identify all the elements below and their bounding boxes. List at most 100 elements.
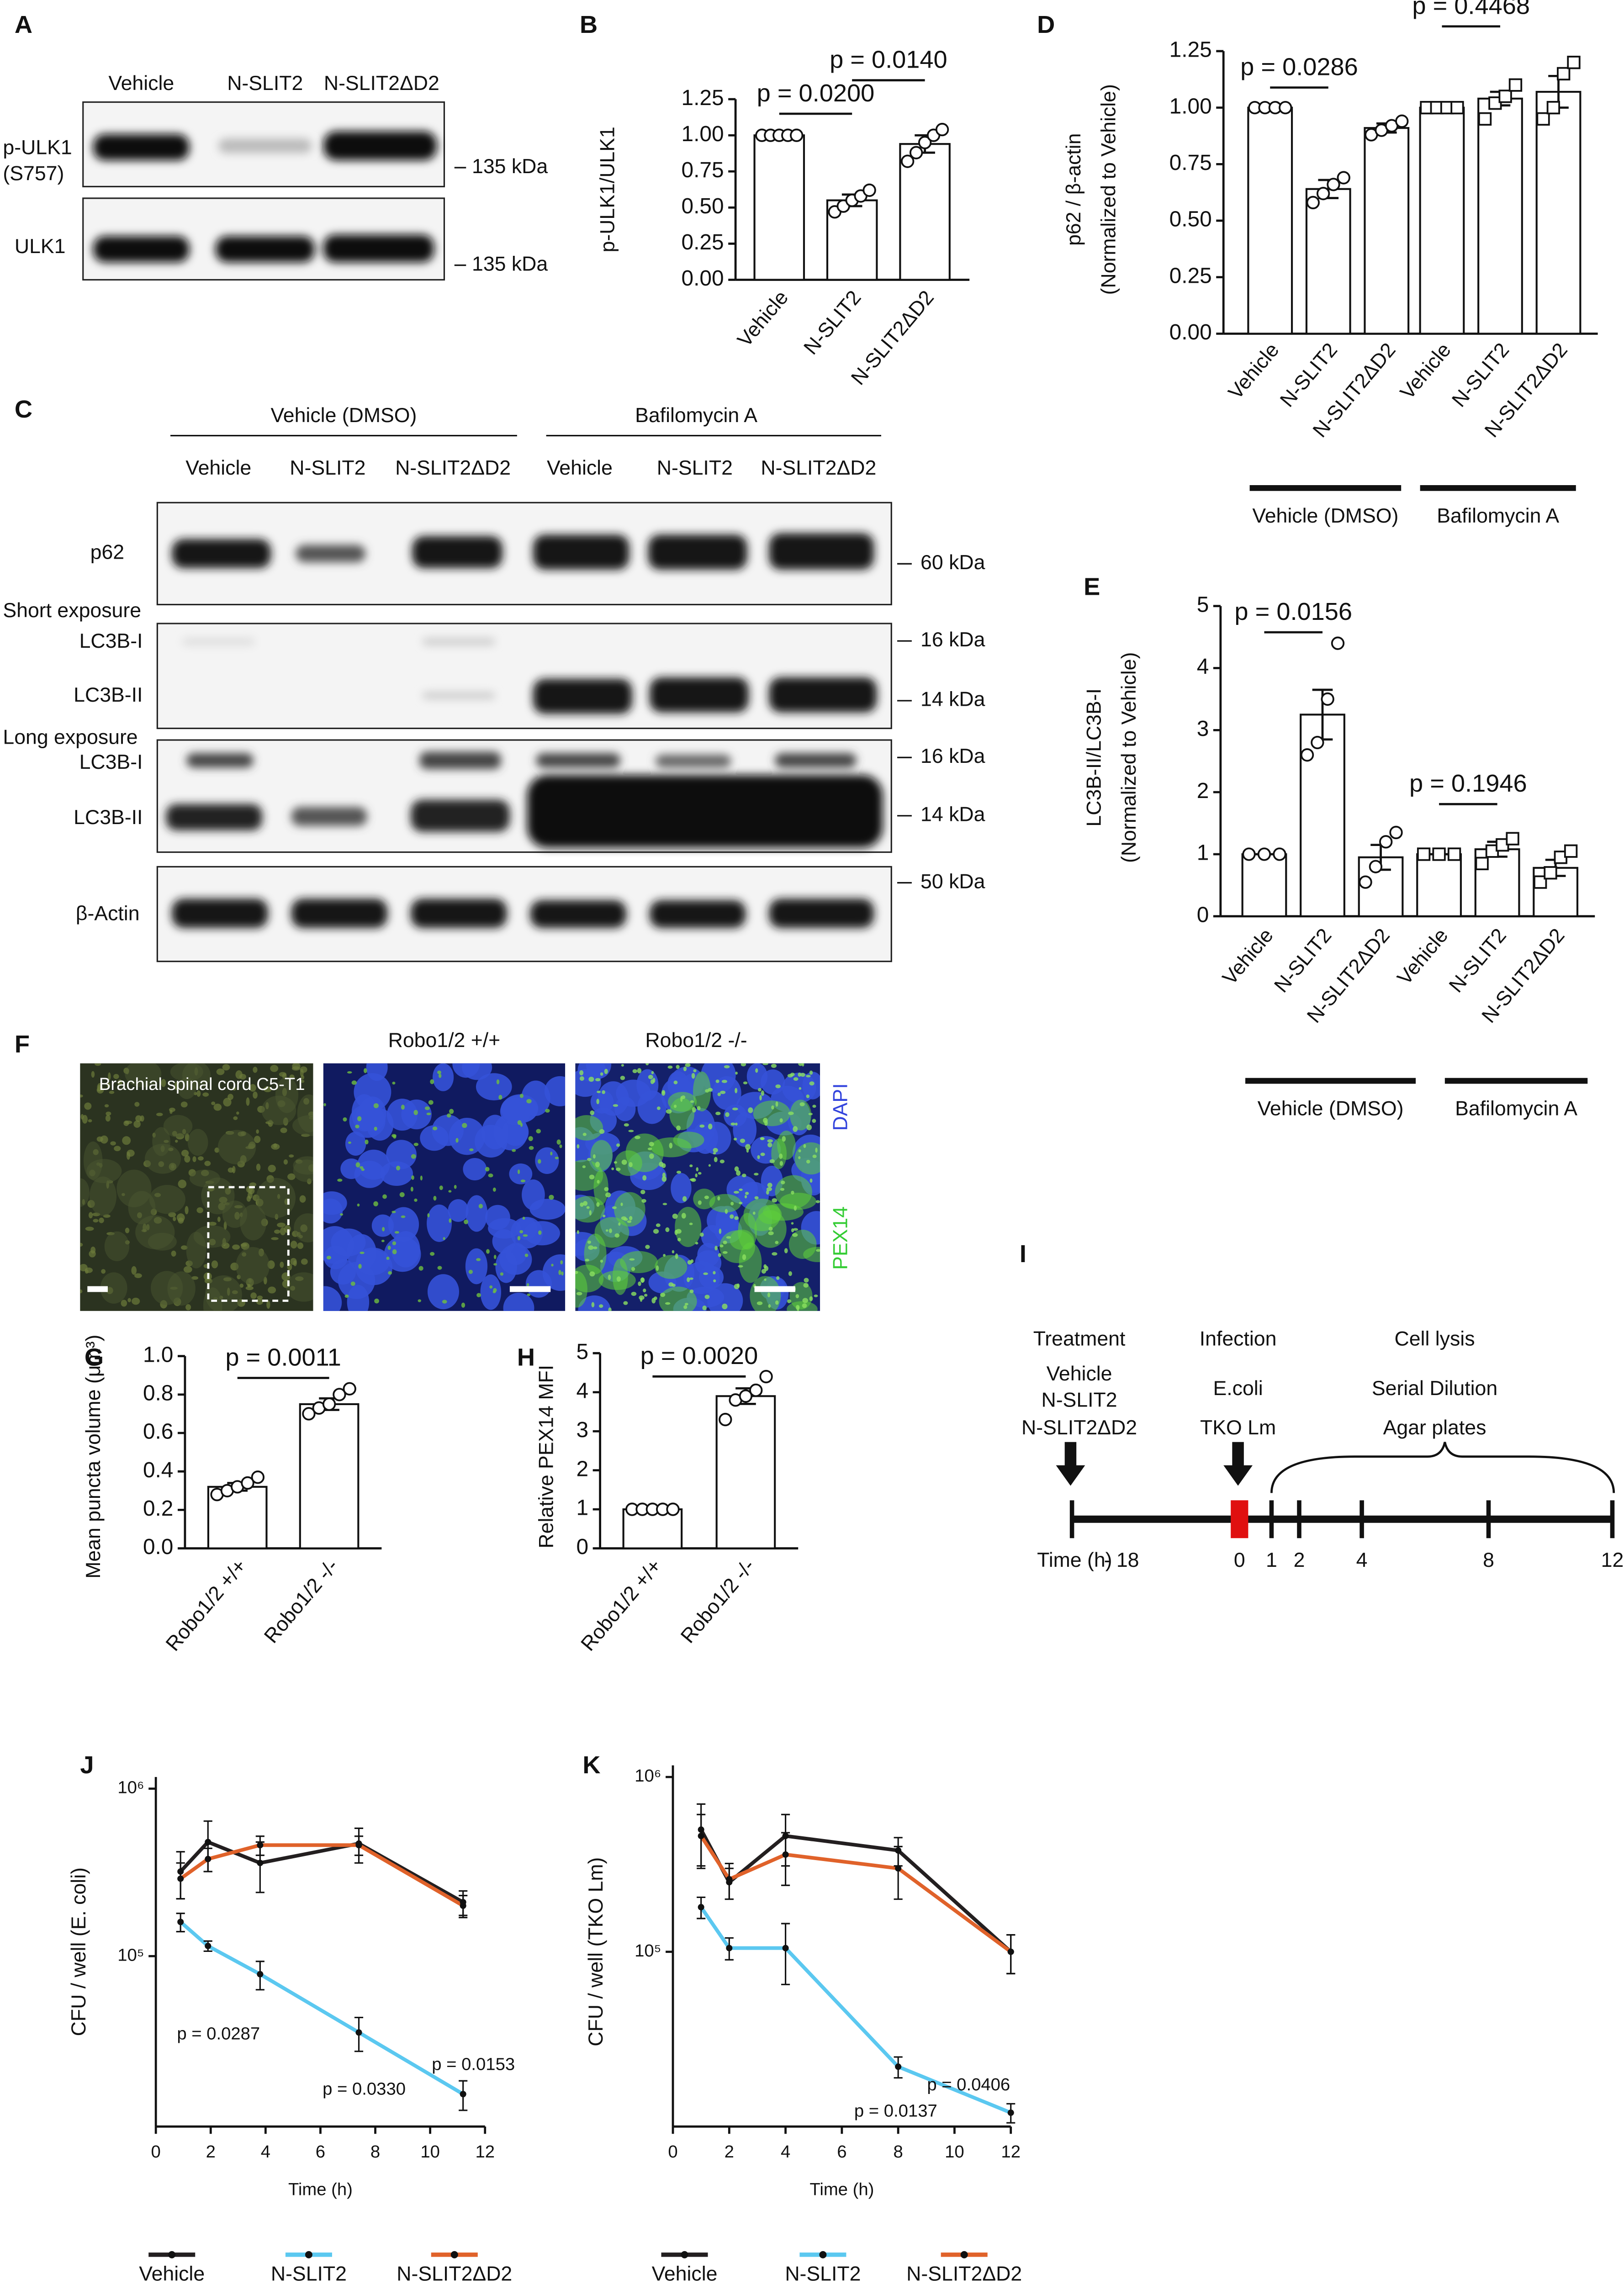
step-text: N-SLIT2ΔD2	[1021, 1417, 1137, 1439]
cell	[80, 1289, 83, 1294]
cell	[667, 1071, 689, 1098]
cell	[705, 1089, 709, 1093]
bands	[93, 131, 437, 263]
cell	[420, 1175, 423, 1181]
cell	[478, 1204, 483, 1209]
cell	[791, 1222, 794, 1225]
cell	[603, 1215, 606, 1217]
cell	[289, 1154, 294, 1158]
cell	[697, 1106, 701, 1110]
legend-label: N-SLIT2ΔD2	[906, 2263, 1022, 2284]
panel-f: F Robo1/2 +/+ Robo1/2 -/- Brachial spina…	[15, 1029, 852, 1311]
cell	[693, 1071, 711, 1112]
p-value: p = 0.0153	[432, 2055, 515, 2074]
micrograph-texture	[323, 1063, 566, 1311]
cell	[760, 1153, 765, 1156]
lane-label: N-SLIT2	[290, 457, 365, 479]
cell	[597, 1090, 601, 1094]
cell	[132, 1297, 140, 1305]
cell	[493, 1263, 497, 1266]
cell	[600, 1259, 603, 1263]
cell	[788, 1271, 792, 1276]
cell	[418, 1299, 421, 1302]
cell	[676, 1170, 682, 1174]
cell	[80, 1094, 83, 1098]
cell	[348, 1141, 351, 1144]
cell	[249, 1182, 257, 1187]
cell	[196, 1207, 203, 1213]
column-label: Robo1/2 -/-	[645, 1029, 747, 1052]
cell	[575, 1271, 578, 1274]
cell	[767, 1142, 772, 1147]
cell	[579, 1076, 584, 1081]
cell	[708, 1123, 713, 1130]
cell	[239, 1283, 244, 1288]
cell	[181, 1150, 189, 1157]
cell	[526, 1283, 529, 1287]
cell	[730, 1122, 735, 1126]
cell	[590, 1110, 594, 1116]
cell	[80, 1178, 90, 1207]
data-point	[1242, 847, 1256, 861]
cell	[687, 1277, 690, 1282]
cell	[338, 1262, 376, 1299]
cell	[191, 1276, 199, 1280]
cell	[222, 1064, 230, 1071]
cell	[236, 1247, 270, 1285]
cell	[602, 1090, 605, 1094]
y-axis-title: Relative PEX14 MFI	[535, 1365, 558, 1549]
cell	[627, 1220, 632, 1223]
cell	[698, 1172, 702, 1175]
step-text: Agar plates	[1383, 1417, 1486, 1439]
cell	[713, 1279, 716, 1283]
cell	[734, 1166, 739, 1172]
row-label: LC3B-I	[79, 751, 143, 773]
cell	[799, 1087, 802, 1090]
cell	[653, 1229, 659, 1234]
data-point	[1447, 847, 1461, 861]
cell	[795, 1294, 799, 1299]
cell	[433, 1195, 437, 1201]
x-tick-label: 6	[316, 2142, 325, 2162]
cell	[204, 1161, 211, 1166]
cell	[789, 1282, 813, 1310]
data-point	[895, 1865, 902, 1872]
cell	[82, 1115, 88, 1124]
cell	[604, 1068, 608, 1074]
y-tick-label: 1.25	[682, 86, 724, 110]
panel-letter: H	[517, 1343, 535, 1371]
data-point	[790, 128, 804, 142]
cell	[106, 1111, 111, 1116]
cell	[689, 1164, 693, 1168]
cell	[788, 1111, 794, 1116]
cell	[586, 1206, 590, 1209]
y-tick-label: 2	[576, 1457, 588, 1481]
cell	[802, 1072, 820, 1100]
channel-label: DAPI	[830, 1083, 852, 1131]
cell	[388, 1271, 392, 1275]
y-axis-title: CFU / well (TKO Lm)	[585, 1857, 607, 2046]
cell	[746, 1063, 768, 1090]
cell	[161, 1079, 166, 1087]
cell	[621, 1159, 627, 1165]
row-label: p-ULK1	[3, 136, 72, 159]
cell	[675, 1253, 678, 1259]
cell	[498, 1094, 503, 1100]
cell	[641, 1277, 644, 1283]
cell	[489, 1285, 493, 1289]
cell	[101, 1269, 106, 1274]
cell	[638, 1281, 641, 1286]
cell	[430, 1079, 434, 1084]
cell	[503, 1292, 534, 1311]
cell	[612, 1258, 628, 1295]
cell	[468, 1269, 473, 1274]
cell	[743, 1199, 781, 1232]
cell	[527, 1293, 531, 1296]
cell	[222, 1200, 248, 1228]
bands	[166, 533, 883, 928]
cell	[80, 1242, 83, 1247]
data-point	[782, 1945, 789, 1951]
time-label: 2	[1294, 1549, 1305, 1571]
cell	[257, 1295, 263, 1300]
cell	[355, 1124, 360, 1129]
